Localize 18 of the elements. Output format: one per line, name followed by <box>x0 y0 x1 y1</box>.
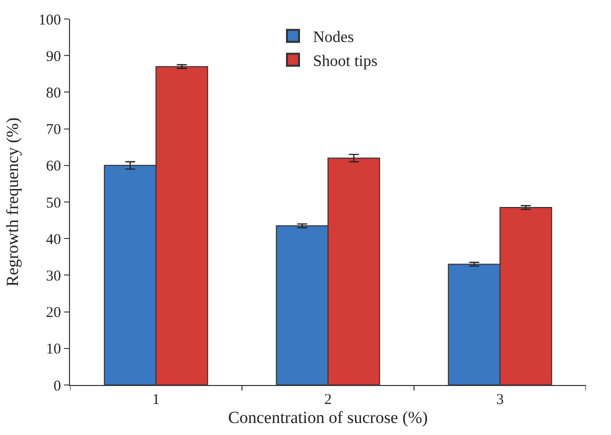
y-tick-label: 50 <box>46 195 61 212</box>
y-tick-label: 70 <box>46 122 61 138</box>
y-tick-label: 90 <box>46 48 61 65</box>
x-axis-title: Concentration of sucrose (%) <box>228 408 428 427</box>
y-tick-label: 0 <box>54 378 61 394</box>
y-tick-label: 60 <box>46 158 61 175</box>
legend-label: Nodes <box>313 29 354 46</box>
y-tick-label: 80 <box>46 85 61 102</box>
x-tick-label: 3 <box>496 392 504 408</box>
y-tick-label: 100 <box>38 12 61 28</box>
y-tick-label: 20 <box>46 305 61 322</box>
y-tick-label: 10 <box>46 342 61 358</box>
x-tick-label: 2 <box>324 392 332 408</box>
y-axis-title: Regrowth frequency (%) <box>3 118 22 286</box>
y-tick-label: 40 <box>46 232 61 248</box>
legend-label: Shoot tips <box>313 52 378 70</box>
x-tick-label: 1 <box>152 392 160 408</box>
y-tick-label: 30 <box>46 268 61 284</box>
